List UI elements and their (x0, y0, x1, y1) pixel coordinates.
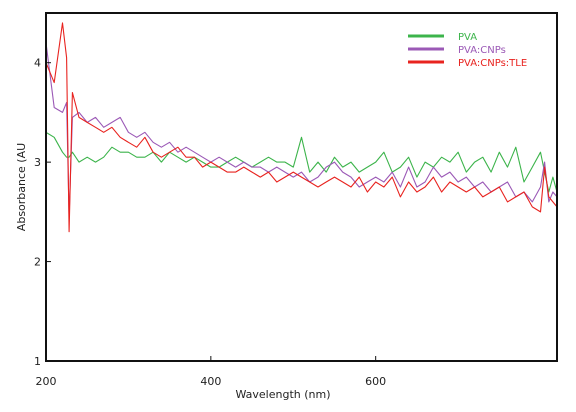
legend-label: PVA (458, 32, 477, 43)
x-axis-ticks: 200 400 600 (36, 356, 386, 388)
x-tick-label: 400 (200, 375, 221, 388)
y-tick-label: 2 (34, 256, 41, 269)
legend-label: PVA:CNPs:TLE (458, 58, 527, 69)
x-axis-title: Wavelength (nm) (235, 388, 330, 401)
y-tick-label: 4 (34, 57, 41, 70)
x-tick-label: 200 (36, 375, 57, 388)
y-tick-label: 1 (34, 355, 41, 368)
y-axis-ticks: 1 2 3 4 (34, 57, 51, 368)
series-line-1 (46, 131, 557, 193)
y-tick-label: 3 (34, 156, 41, 169)
series-line-2 (46, 42, 557, 218)
y-axis-title: Absorbance (AU (15, 143, 28, 231)
series-line-3 (46, 22, 557, 233)
legend-label: PVA:CNPs (458, 45, 506, 56)
series-layer (46, 22, 557, 233)
legend: PVA PVA:CNPs PVA:CNPs:TLE (408, 32, 527, 69)
plot-frame (45, 12, 558, 362)
plot-area (46, 13, 557, 361)
x-tick-label: 600 (365, 375, 386, 388)
